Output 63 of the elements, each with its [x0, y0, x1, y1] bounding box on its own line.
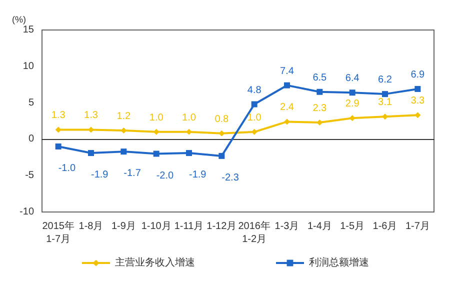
- data-label: 6.5: [312, 72, 328, 84]
- x-tick-label: 1-6月: [372, 221, 398, 232]
- point: [153, 150, 160, 157]
- data-label: 6.9: [410, 69, 426, 80]
- point: [88, 126, 94, 133]
- y-tick-label: -5: [25, 170, 34, 182]
- legend-label: 利润总额增速: [309, 256, 369, 268]
- point: [120, 148, 127, 155]
- x-tick-label: 1-7月: [405, 221, 430, 232]
- data-label: 2.9: [345, 98, 360, 110]
- x-tick-label: 1-3月: [274, 221, 300, 232]
- data-label: 3.3: [410, 96, 426, 107]
- point: [218, 152, 225, 159]
- x-tick-label: 1-8月: [78, 221, 104, 232]
- point: [349, 90, 356, 96]
- y-axis-title: (%): [12, 14, 26, 24]
- data-label: -1.9: [189, 170, 207, 181]
- data-label: -2.3: [222, 172, 240, 184]
- data-label: 7.4: [280, 66, 294, 77]
- x-tick-label: 1-5月: [340, 221, 365, 232]
- data-label: 1.2: [116, 110, 132, 122]
- point: [88, 150, 94, 156]
- data-label: -2.0: [156, 170, 174, 182]
- data-label: 3.1: [378, 97, 392, 108]
- y-tick-label: -10: [20, 206, 34, 218]
- y-tick-label: 0: [28, 134, 34, 145]
- point: [316, 119, 323, 126]
- y-tick-label: 15: [22, 24, 34, 36]
- y-tick-label: 10: [22, 60, 34, 72]
- point: [316, 88, 323, 95]
- data-label: 6.4: [345, 73, 360, 84]
- data-label: 0.8: [214, 114, 230, 125]
- x-tick-label: 1-9月: [111, 221, 136, 232]
- data-label: -1.7: [124, 168, 142, 180]
- data-label: 4.8: [247, 84, 262, 96]
- data-label: 6.2: [378, 74, 392, 86]
- point: [284, 118, 290, 125]
- point: [382, 91, 388, 98]
- x-tick-label: 1-11月: [174, 221, 204, 232]
- point: [186, 128, 192, 135]
- x-tick-label: 1-10月: [141, 221, 172, 232]
- data-label: 1.0: [149, 112, 164, 124]
- point: [414, 112, 421, 118]
- data-label: 1.3: [84, 110, 98, 122]
- data-label: 2.4: [280, 102, 294, 114]
- data-label: -1.0: [58, 162, 76, 174]
- x-tick-label: 1-4月: [307, 221, 332, 232]
- x-tick-label: 1-12月: [206, 221, 237, 232]
- legend-label: 主营业务收入增速: [115, 256, 195, 268]
- data-label: 1.3: [51, 110, 66, 122]
- data-label: 1.0: [182, 112, 196, 124]
- x-tick-label: 2016年 1-2月: [238, 220, 270, 245]
- point: [55, 143, 62, 150]
- point: [186, 150, 192, 156]
- data-label: 2.3: [312, 102, 328, 114]
- point: [414, 86, 421, 92]
- point: [284, 82, 290, 88]
- point: [251, 101, 258, 108]
- data-label: -1.9: [91, 170, 109, 181]
- data-label: 1.0: [247, 112, 262, 124]
- point: [382, 114, 388, 120]
- x-tick-label: 2015年 1-7月: [42, 220, 74, 245]
- y-tick-label: 5: [28, 97, 34, 108]
